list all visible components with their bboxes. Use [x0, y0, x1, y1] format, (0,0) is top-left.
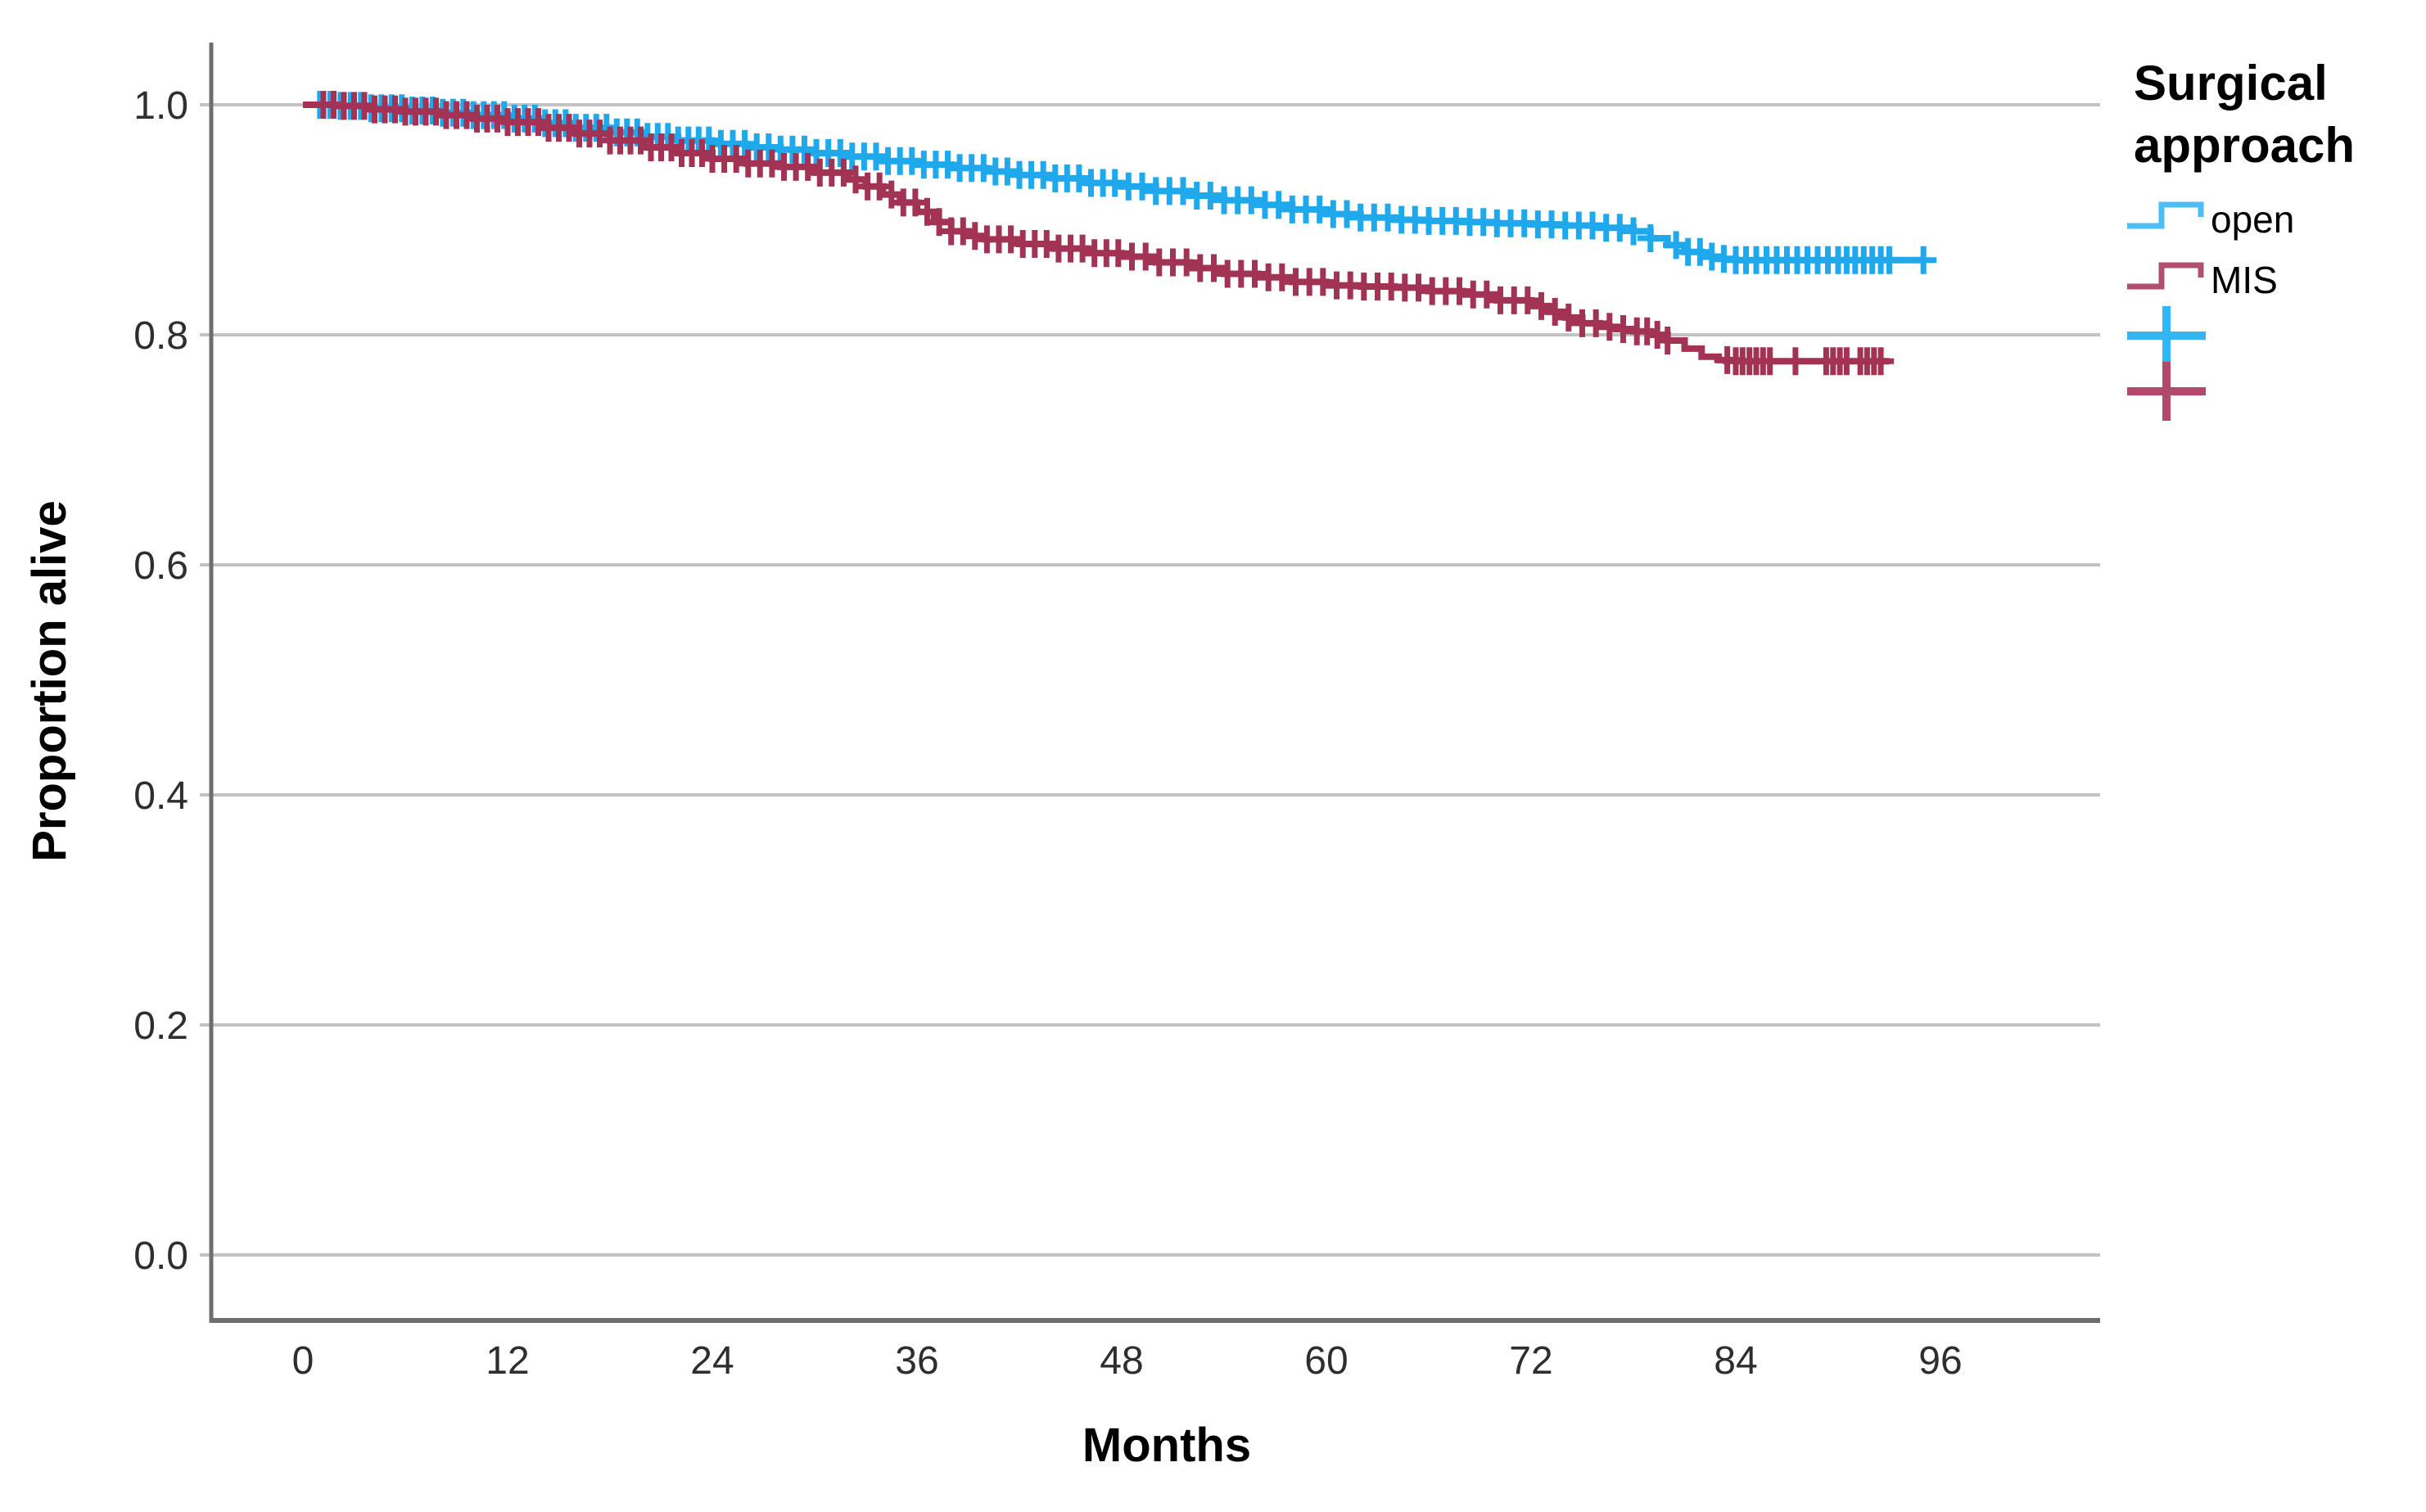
legend-mis-step-icon	[2127, 262, 2204, 290]
x-tick-label: 84	[1714, 1339, 1757, 1383]
legend-open-censor-cross-icon	[2127, 306, 2206, 365]
x-tick-label: 60	[1304, 1339, 1348, 1383]
y-tick-label: 0.8	[133, 314, 188, 358]
y-axis-title: Proportion alive	[23, 500, 76, 862]
series-curves	[303, 91, 1937, 376]
MIS-censor-marks	[310, 91, 1895, 376]
x-tick-label: 48	[1100, 1339, 1143, 1383]
x-tick-label: 36	[895, 1339, 938, 1383]
legend-mis-censor-cross-icon	[2127, 362, 2206, 421]
x-tick-label: 24	[690, 1339, 734, 1383]
x-tick-label: 0	[292, 1339, 314, 1383]
gridlines	[200, 103, 2100, 1257]
y-tick-label: 0.2	[133, 1004, 188, 1048]
legend-open-label: open	[2211, 198, 2294, 241]
legend-open-step-icon	[2127, 201, 2204, 229]
x-tick-label: 72	[1509, 1339, 1552, 1383]
legend-mis-label: MIS	[2211, 259, 2278, 301]
legend-title-line2: approach	[2134, 118, 2355, 173]
y-tick-label: 0.4	[133, 774, 188, 818]
x-tick-label: 12	[486, 1339, 529, 1383]
x-axis-tick-labels: 0 12 24 36 48 60 72 84 96	[292, 1339, 1963, 1383]
y-axis-tick-labels: 1.0 0.8 0.6 0.4 0.2 0.0	[133, 84, 188, 1278]
x-axis-title: Months	[1082, 1419, 1251, 1472]
legend: Surgical approach open MIS	[2127, 56, 2355, 421]
y-tick-label: 0.0	[133, 1234, 188, 1278]
y-tick-label: 1.0	[133, 84, 188, 128]
x-tick-label: 96	[1918, 1339, 1962, 1383]
legend-title-line1: Surgical	[2134, 56, 2328, 111]
y-tick-label: 0.6	[133, 544, 188, 588]
